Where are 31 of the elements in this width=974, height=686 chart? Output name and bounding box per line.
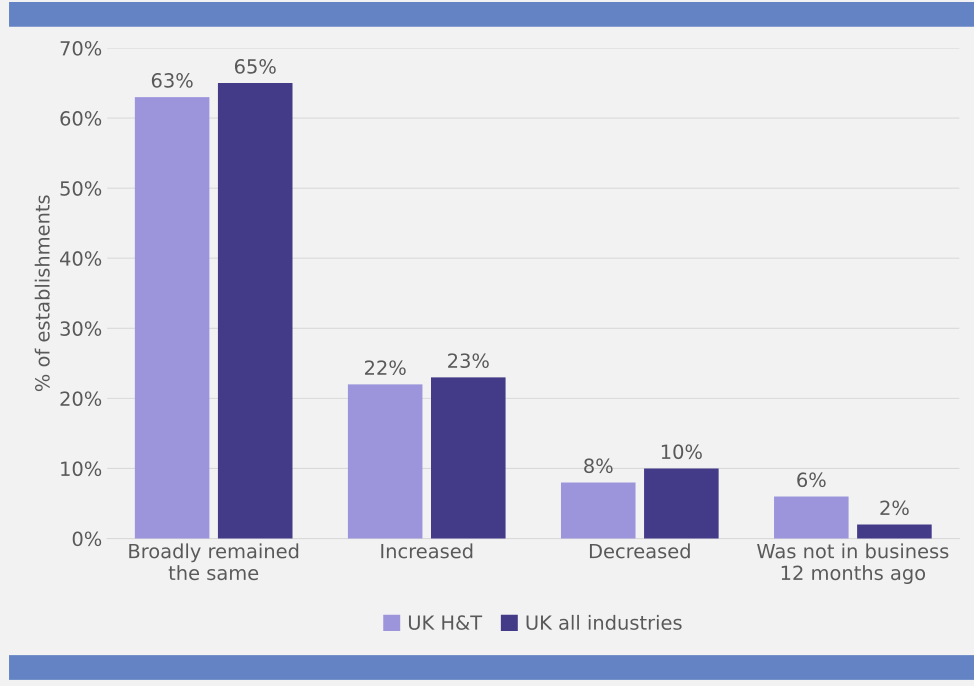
y-tick-label: 50% bbox=[60, 181, 102, 196]
x-tick-label: Increased bbox=[381, 543, 472, 558]
x-tick-label: Decreased bbox=[590, 543, 690, 558]
bar bbox=[857, 524, 932, 539]
legend-label: UK all industries bbox=[526, 614, 682, 630]
data-label: 8% bbox=[584, 458, 613, 474]
y-tick-label: 20% bbox=[60, 391, 102, 406]
y-tick-label: 30% bbox=[60, 321, 102, 336]
bar bbox=[430, 377, 506, 539]
data-label: 6% bbox=[797, 472, 826, 488]
data-label: 22% bbox=[365, 360, 406, 376]
data-label: 23% bbox=[448, 353, 489, 368]
x-tick-label: Was not in business 12 months ago bbox=[757, 543, 948, 584]
data-label: 2% bbox=[880, 500, 909, 516]
bar bbox=[134, 97, 210, 539]
legend-label: UK H&T bbox=[408, 615, 482, 630]
y-tick-label: 40% bbox=[60, 251, 102, 266]
bar bbox=[218, 83, 293, 539]
bar bbox=[774, 496, 849, 539]
data-label: 63% bbox=[152, 73, 193, 88]
y-tick-label: 70% bbox=[60, 40, 102, 56]
data-label: 10% bbox=[662, 444, 702, 460]
bar bbox=[560, 482, 636, 539]
y-tick-label: 0% bbox=[72, 531, 102, 546]
y-axis-title: % of establishments bbox=[34, 195, 50, 392]
x-tick-label: Broadly remained the same bbox=[129, 543, 298, 580]
data-label: 65% bbox=[234, 59, 276, 74]
bar bbox=[348, 384, 422, 539]
y-tick-label: 10% bbox=[61, 461, 102, 476]
bar bbox=[644, 468, 719, 539]
y-tick-label: 60% bbox=[60, 111, 102, 126]
